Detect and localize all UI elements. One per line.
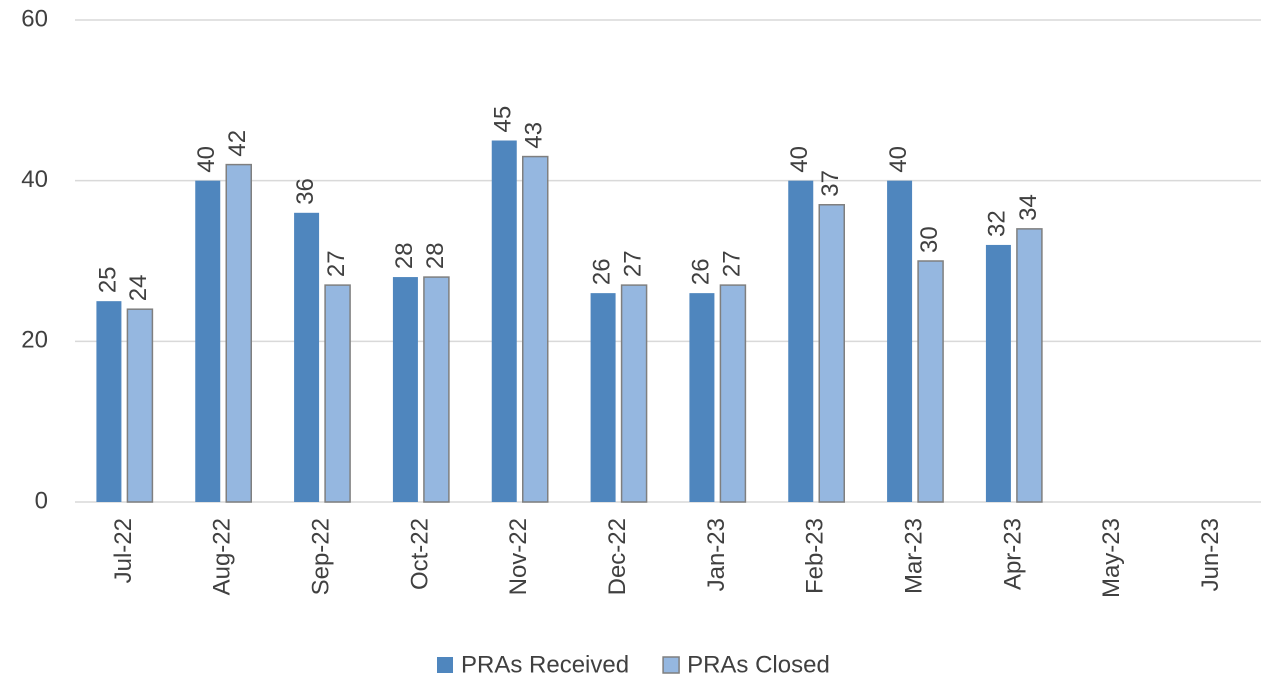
bar <box>126 308 154 503</box>
bar <box>392 277 418 502</box>
bar <box>620 284 648 503</box>
data-label: 40 <box>885 146 912 173</box>
legend-label: PRAs Received <box>461 651 629 678</box>
data-label: 42 <box>224 130 251 157</box>
data-label: 27 <box>323 250 350 277</box>
bar <box>225 163 252 503</box>
data-label: 27 <box>718 250 745 277</box>
data-label: 28 <box>391 242 418 269</box>
bar <box>887 180 913 502</box>
data-label: 26 <box>588 258 615 285</box>
bar <box>522 155 549 503</box>
x-tick-label: Aug-22 <box>209 518 236 595</box>
y-tick-label: 0 <box>35 487 48 514</box>
x-tick-label: Jun-23 <box>1197 518 1224 591</box>
bar <box>491 140 517 502</box>
y-tick-label: 40 <box>21 166 48 193</box>
bar <box>719 284 747 503</box>
x-tick-label: Mar-23 <box>900 518 927 594</box>
legend-swatch <box>437 657 453 673</box>
data-label: 40 <box>193 146 220 173</box>
bar <box>195 180 221 502</box>
x-tick-label: Apr-23 <box>999 518 1026 590</box>
x-tick-label: May-23 <box>1098 518 1125 598</box>
legend-swatch <box>662 656 680 674</box>
x-tick-label: Jul-22 <box>110 518 137 583</box>
y-tick-label: 20 <box>21 327 48 354</box>
data-label: 28 <box>422 242 449 269</box>
data-label: 30 <box>916 226 943 253</box>
bar <box>423 276 450 503</box>
bar <box>96 301 122 502</box>
bar <box>324 284 351 503</box>
data-label: 25 <box>94 266 121 293</box>
data-label: 34 <box>1015 194 1042 221</box>
x-tick-label: Dec-22 <box>604 518 631 595</box>
data-label: 43 <box>521 122 548 149</box>
bar <box>818 204 845 503</box>
legend-label: PRAs Closed <box>687 651 830 678</box>
data-label: 37 <box>817 170 844 197</box>
bar <box>294 212 320 503</box>
data-label: 36 <box>292 178 319 205</box>
bar <box>689 293 715 502</box>
data-label: 26 <box>687 258 714 285</box>
x-tick-label: Feb-23 <box>802 518 829 594</box>
x-tick-label: Jan-23 <box>703 518 730 591</box>
data-label: 45 <box>490 106 517 133</box>
data-label: 24 <box>125 274 152 301</box>
bar <box>788 180 814 502</box>
bar <box>917 260 944 503</box>
x-tick-label: Oct-22 <box>406 518 433 590</box>
data-label: 32 <box>984 210 1011 237</box>
y-tick-label: 60 <box>21 5 48 32</box>
bar <box>985 244 1011 502</box>
x-tick-label: Nov-22 <box>505 518 532 595</box>
data-label: 27 <box>619 250 646 277</box>
bar <box>590 293 616 502</box>
x-tick-label: Sep-22 <box>307 518 334 595</box>
data-label: 40 <box>786 146 813 173</box>
bar <box>1016 228 1043 503</box>
